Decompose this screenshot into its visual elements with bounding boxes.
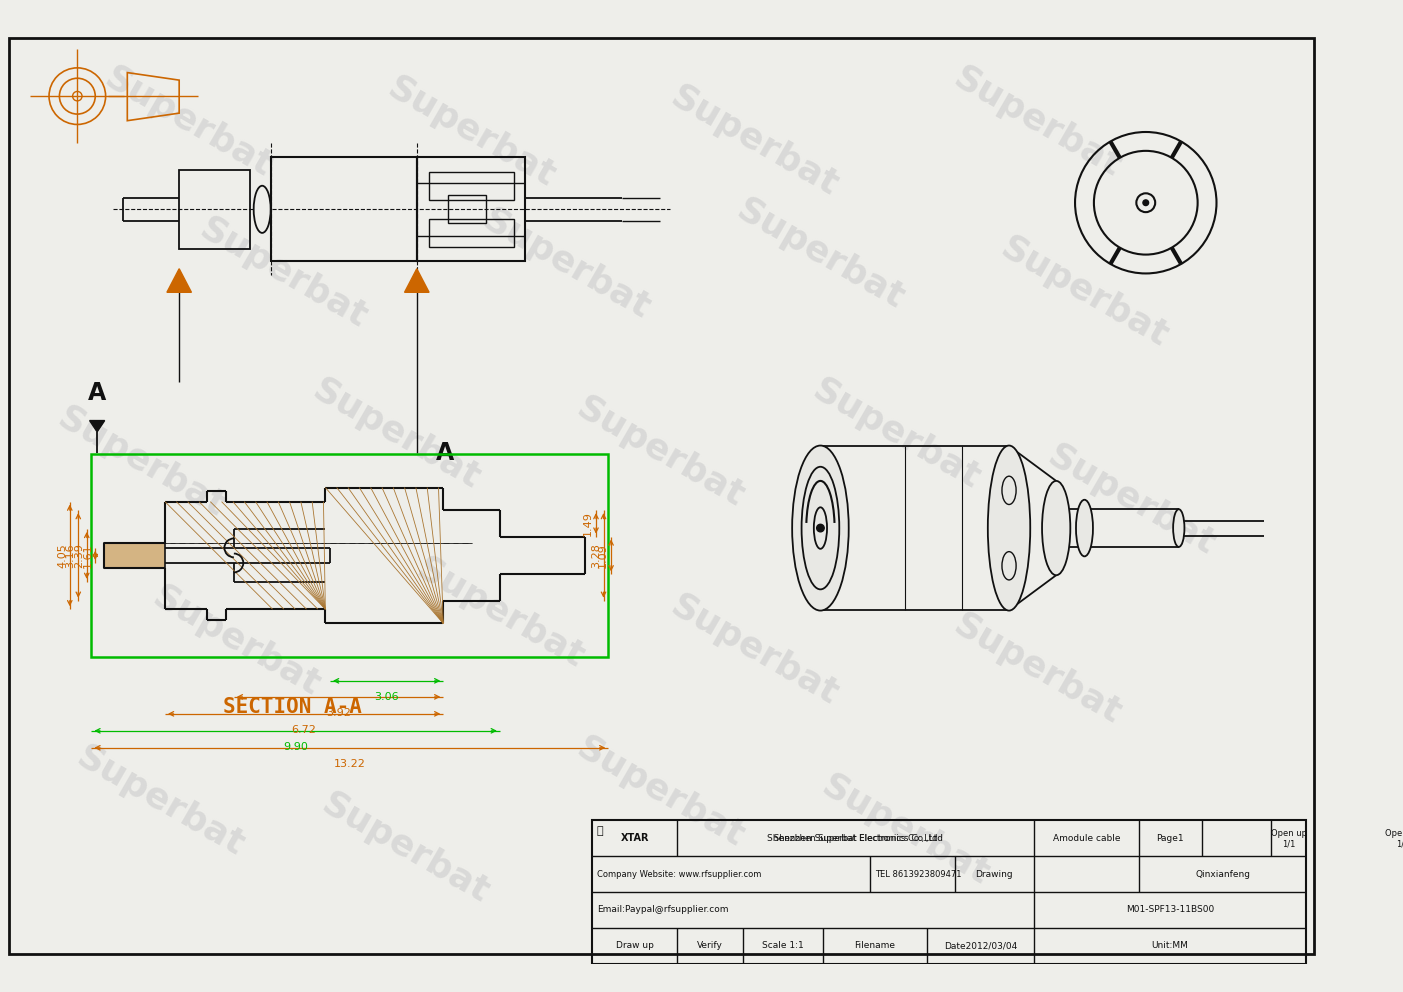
Ellipse shape (814, 507, 826, 549)
Ellipse shape (801, 467, 839, 589)
Ellipse shape (1002, 476, 1016, 505)
Text: Superbat: Superbat (570, 730, 751, 854)
Text: M01-SPF13-11BS00: M01-SPF13-11BS00 (1125, 906, 1214, 915)
Polygon shape (167, 269, 191, 293)
Text: Open up
1/1: Open up 1/1 (1385, 828, 1403, 848)
Text: 1.09: 1.09 (598, 543, 609, 567)
Text: Superbat: Superbat (1042, 438, 1222, 561)
Ellipse shape (254, 186, 271, 233)
Text: Superbat: Superbat (410, 552, 589, 675)
Text: A: A (88, 382, 107, 406)
Text: Superbat: Superbat (316, 787, 495, 911)
Bar (592, 820, 1306, 964)
Text: Company Website: www.rfsupplier.com: Company Website: www.rfsupplier.com (596, 870, 762, 879)
Text: Superbat: Superbat (382, 70, 561, 193)
Text: Superbat: Superbat (947, 608, 1127, 731)
Text: Superbat: Superbat (947, 61, 1127, 185)
Bar (271, 158, 417, 261)
Text: Superbat: Superbat (807, 372, 986, 495)
Text: Scale 1:1: Scale 1:1 (762, 941, 804, 950)
Bar (180, 170, 250, 249)
Text: 4.05: 4.05 (58, 543, 67, 567)
Text: Superbat: Superbat (306, 372, 485, 495)
Text: 9.90: 9.90 (283, 742, 309, 752)
Text: Email:Paypal@rfsupplier.com: Email:Paypal@rfsupplier.com (596, 906, 728, 915)
Bar (91, 453, 609, 658)
Ellipse shape (1042, 481, 1070, 575)
Text: Superbat: Superbat (194, 211, 373, 335)
Text: Superbat: Superbat (146, 579, 325, 703)
Text: 3.16: 3.16 (66, 543, 76, 567)
Circle shape (1143, 200, 1149, 205)
Text: Superbat: Superbat (570, 391, 751, 514)
Polygon shape (404, 269, 429, 293)
Text: 6.72: 6.72 (292, 725, 317, 735)
Ellipse shape (1076, 500, 1093, 557)
Text: Superbat: Superbat (52, 401, 231, 524)
Text: 2.39: 2.39 (74, 543, 84, 567)
Text: Superbat: Superbat (731, 192, 911, 316)
Text: A: A (436, 440, 455, 464)
Text: Shenzhen Superbat Electronics Co.,Ltd: Shenzhen Superbat Electronics Co.,Ltd (773, 834, 937, 843)
Text: Verify: Verify (697, 941, 723, 950)
Text: Draw up: Draw up (616, 941, 654, 950)
Bar (104, 544, 166, 567)
Text: Shenzhen Superbat Electronics Co.,Ltd: Shenzhen Superbat Electronics Co.,Ltd (767, 834, 943, 843)
Text: Superbat: Superbat (98, 61, 278, 185)
Text: Superbat: Superbat (665, 79, 845, 203)
Text: Filename: Filename (854, 941, 895, 950)
Text: 3.06: 3.06 (375, 692, 398, 702)
Text: 1.49: 1.49 (584, 511, 593, 536)
Text: Amodule cable: Amodule cable (1052, 834, 1120, 843)
Text: SECTION A-A: SECTION A-A (223, 697, 362, 717)
Text: TEL 86139238094​71: TEL 86139238094​71 (875, 870, 961, 879)
Text: 3.92: 3.92 (325, 708, 351, 718)
Text: XTAR: XTAR (620, 833, 650, 843)
Text: Superbat: Superbat (70, 740, 250, 863)
Text: Open up
1/1: Open up 1/1 (1271, 828, 1306, 848)
Text: Superbat: Superbat (815, 768, 995, 892)
Text: Unit:MM: Unit:MM (1152, 941, 1188, 950)
Bar (448, 195, 485, 223)
Bar (429, 172, 513, 200)
Ellipse shape (793, 445, 849, 611)
Text: 1.61: 1.61 (83, 543, 93, 567)
Text: Page1: Page1 (1156, 834, 1184, 843)
Text: Superbat: Superbat (476, 202, 655, 325)
Bar (417, 158, 525, 261)
Text: 3.28: 3.28 (591, 543, 600, 567)
Text: Superbat: Superbat (995, 231, 1174, 354)
Text: Ⓡ: Ⓡ (596, 826, 603, 836)
Ellipse shape (988, 445, 1030, 611)
Bar (429, 219, 513, 247)
Ellipse shape (1173, 509, 1184, 547)
Text: 13.22: 13.22 (334, 759, 366, 769)
Text: Date2012/03/04: Date2012/03/04 (944, 941, 1017, 950)
Circle shape (817, 525, 824, 532)
Text: Qinxianfeng: Qinxianfeng (1195, 870, 1250, 879)
Polygon shape (90, 421, 105, 432)
Text: Drawing: Drawing (975, 870, 1013, 879)
Ellipse shape (1002, 552, 1016, 580)
Text: Superbat: Superbat (665, 589, 845, 712)
